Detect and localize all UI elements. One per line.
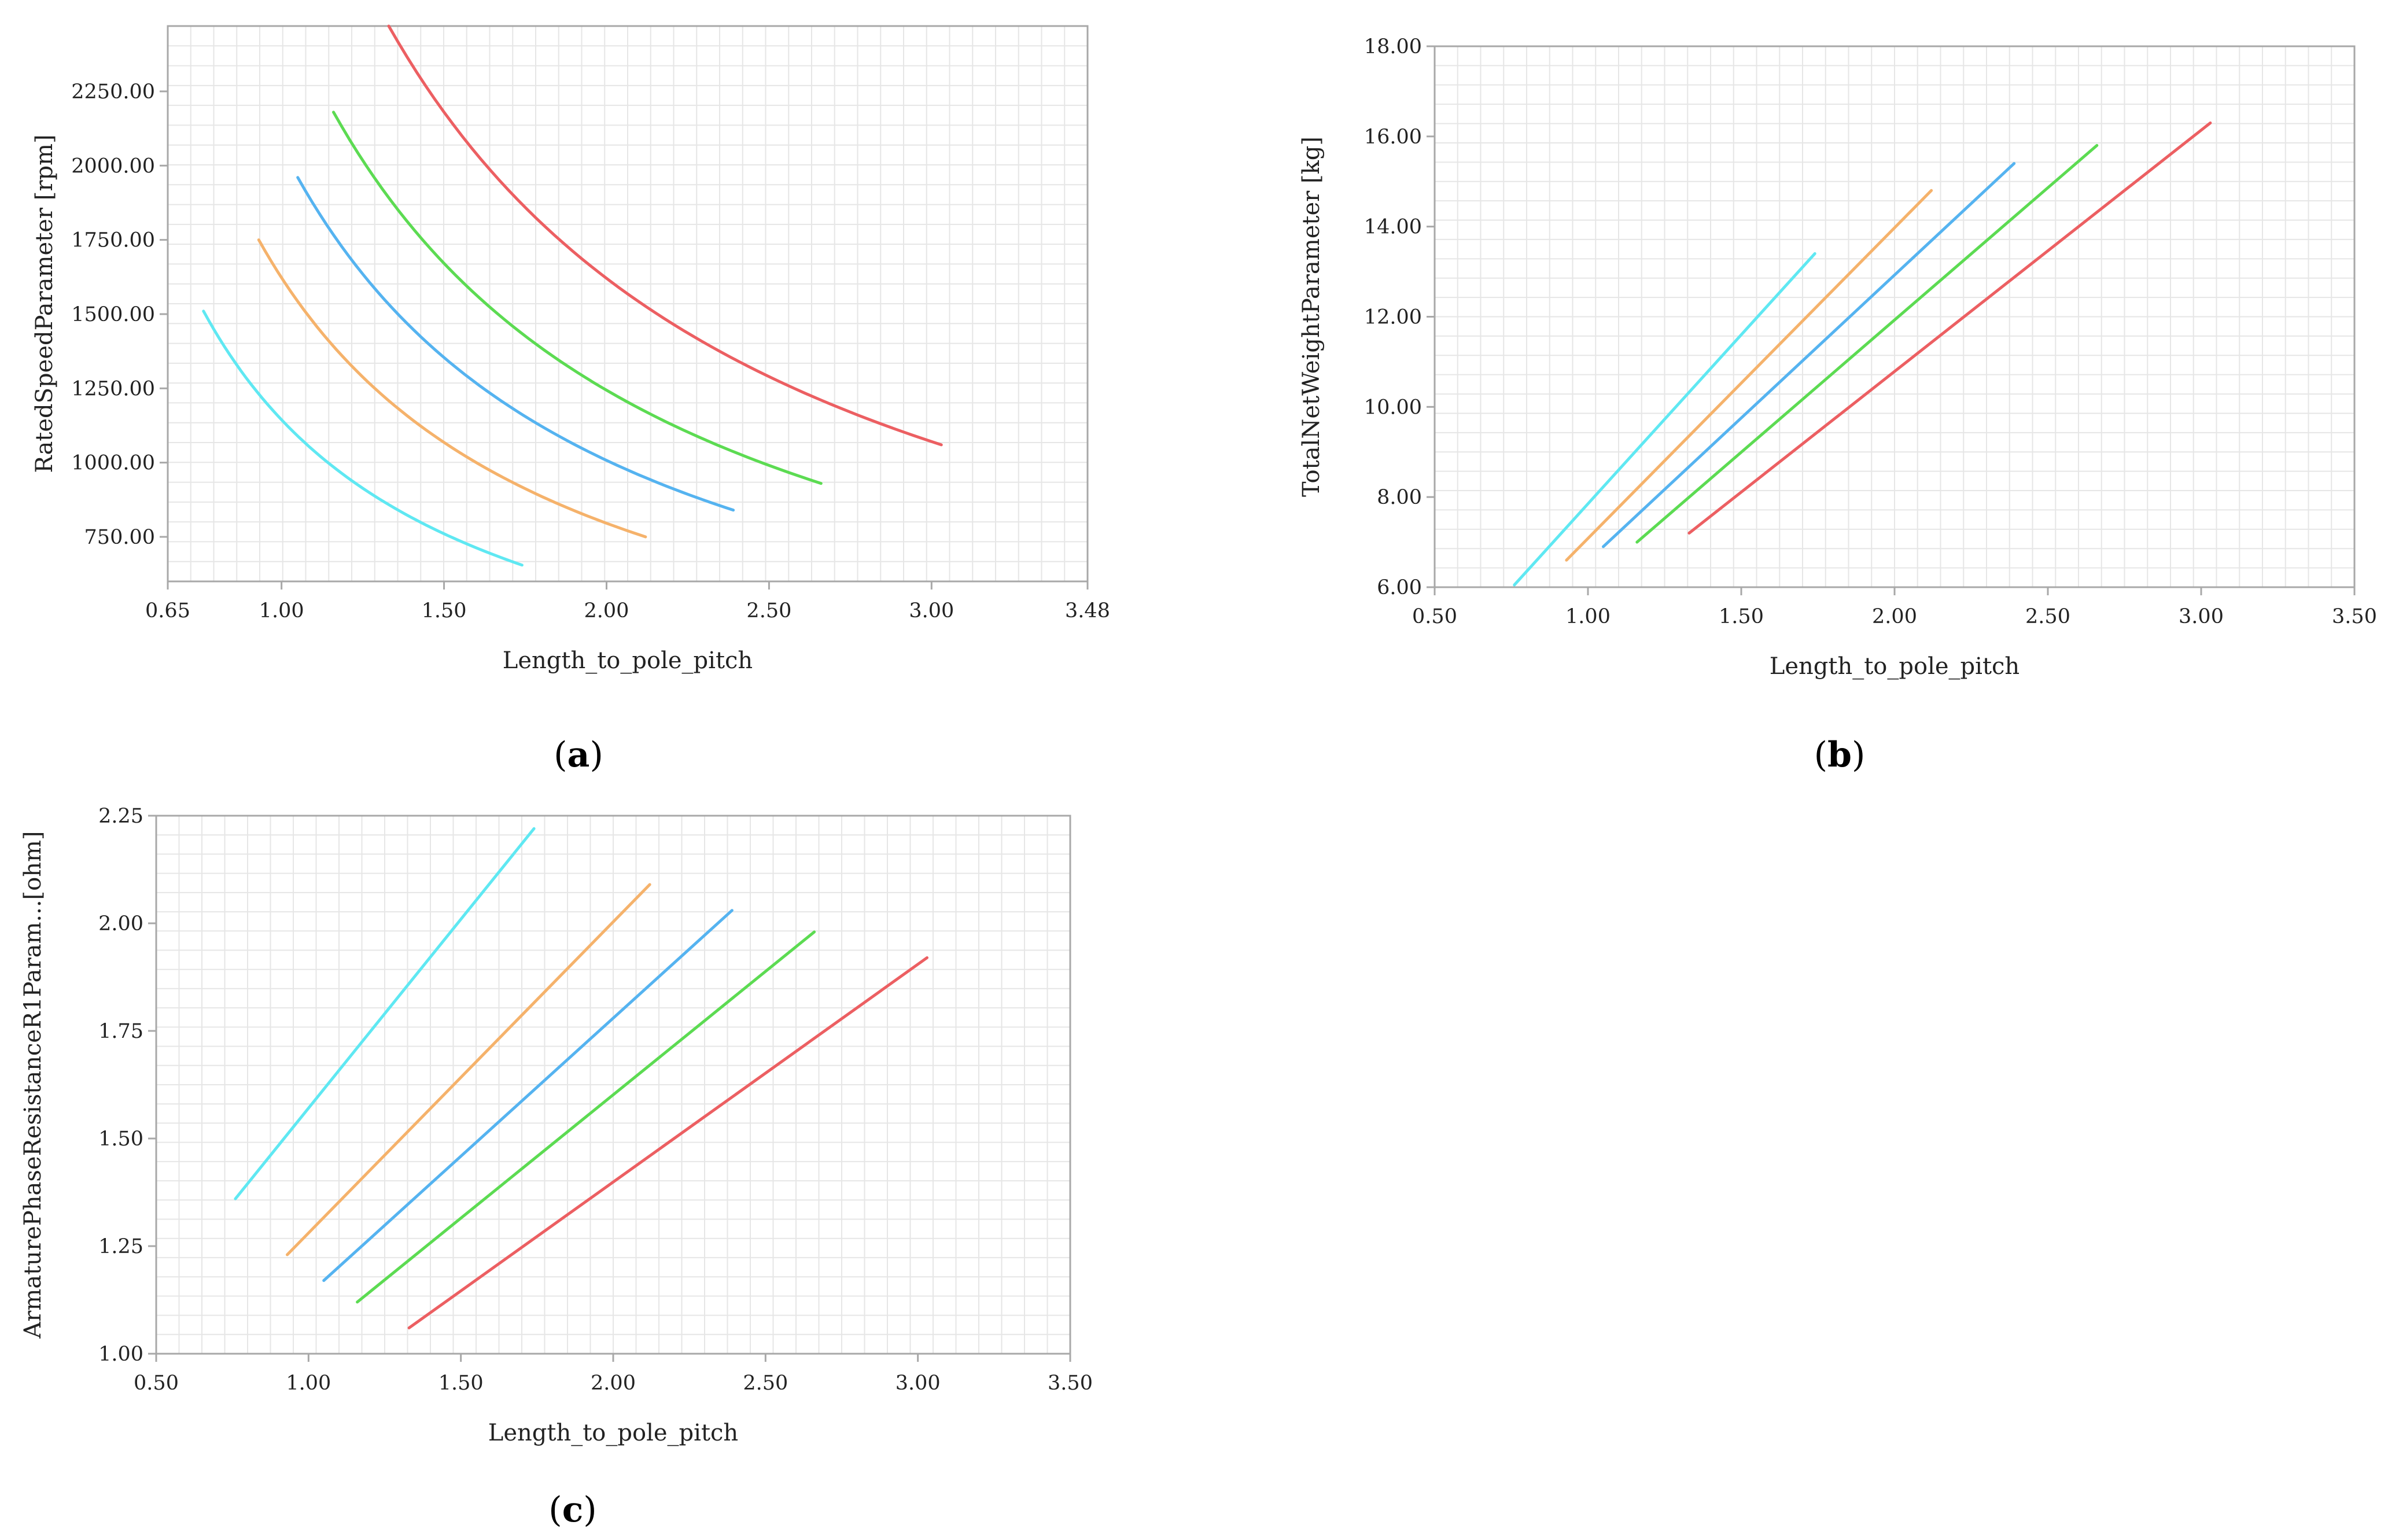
- y-tick-label: 2.25: [98, 805, 143, 828]
- series-line-1: [202, 310, 524, 567]
- y-tick-label: 2.00: [98, 912, 143, 935]
- x-tick-label: 3.50: [1048, 1372, 1093, 1395]
- x-tick-label: 2.50: [743, 1372, 788, 1395]
- y-tick-label: 1500.00: [71, 303, 155, 326]
- x-tick-label: 1.00: [286, 1372, 331, 1395]
- x-axis-title: Length_to_pole_pitch: [1770, 653, 2020, 680]
- panel-letter: a: [567, 735, 590, 775]
- y-tick-label: 1.50: [98, 1128, 143, 1151]
- y-tick-label: 1250.00: [71, 377, 155, 400]
- x-tick-label: 2.50: [2025, 605, 2070, 628]
- y-tick-label: 2000.00: [71, 154, 155, 178]
- y-tick-label: 1.25: [98, 1235, 143, 1258]
- y-tick-label: 2250.00: [71, 80, 155, 104]
- x-tick-label: 2.00: [584, 599, 629, 622]
- x-axis-title: Length_to_pole_pitch: [503, 647, 753, 674]
- x-tick-label: 3.00: [909, 599, 954, 622]
- x-tick-label: 0.50: [134, 1372, 179, 1395]
- panel-label: (b): [1814, 735, 1866, 775]
- panel-label: (a): [554, 735, 603, 775]
- series-line-3: [322, 909, 734, 1282]
- x-tick-label: 3.00: [896, 1372, 941, 1395]
- plot-frame: [167, 25, 1089, 583]
- panel-letter: b: [1827, 735, 1852, 775]
- y-tick-label: 750.00: [84, 526, 155, 549]
- x-tick-label: 1.50: [1719, 605, 1764, 628]
- chart-panel-a: 0.65 1.00 1.50 2.00 2.50 3.00 3.48 750.00 1000.0…: [31, 24, 1110, 775]
- series-line-2: [257, 238, 647, 539]
- series-line-2: [1565, 189, 1933, 562]
- series-line-4: [356, 930, 816, 1304]
- x-tick-label: 0.65: [145, 599, 190, 622]
- series-line-2: [286, 883, 651, 1257]
- y-tick-label: 10.00: [1364, 396, 1422, 419]
- series-line-4: [1635, 143, 2099, 544]
- y-tick-label: 1.00: [98, 1343, 143, 1366]
- series-line-4: [332, 110, 823, 485]
- y-axis-title: ArmaturePhaseResistanceR1Param...[ohm]: [20, 831, 46, 1339]
- x-tick-label: 2.00: [1872, 605, 1917, 628]
- x-tick-label: 3.00: [2179, 605, 2224, 628]
- x-tick-label: 1.50: [438, 1372, 484, 1395]
- series-line-5: [387, 24, 943, 447]
- series-line-5: [1687, 121, 2212, 535]
- chart-panel-c: 0.50 1.00 1.50 2.00 2.50 3.00 3.50 1.00 1.25 1.50…: [20, 805, 1093, 1530]
- grid-lines: [156, 816, 1070, 1354]
- y-tick-label: 14.00: [1364, 216, 1422, 239]
- panel-label: (c): [548, 1490, 596, 1530]
- grid-lines: [1435, 46, 2354, 587]
- y-tick-label: 1.75: [98, 1020, 143, 1043]
- x-axis-title: Length_to_pole_pitch: [488, 1420, 738, 1446]
- y-tick-label: 12.00: [1364, 306, 1422, 329]
- series-line-1: [1513, 252, 1816, 587]
- y-tick-label: 16.00: [1364, 126, 1422, 149]
- x-tick-label: 1.50: [422, 599, 467, 622]
- y-tick-label: 18.00: [1364, 35, 1422, 58]
- grid-lines: [168, 26, 1088, 581]
- y-axis-title: RatedSpeedParameter [rpm]: [31, 134, 58, 473]
- y-tick-label: 1000.00: [71, 452, 155, 475]
- chart-panel-b: 0.50 1.00 1.50 2.00 2.50 3.00 3.50 6.00 8.00 10.0…: [1298, 35, 2377, 775]
- x-tick-label: 2.50: [746, 599, 791, 622]
- series-line-1: [234, 827, 536, 1200]
- x-tick-label: 1.00: [259, 599, 304, 622]
- x-tick-label: 0.50: [1412, 605, 1457, 628]
- series-line-3: [1602, 162, 2016, 548]
- x-tick-label: 1.00: [1565, 605, 1611, 628]
- y-tick-label: 1750.00: [71, 229, 155, 252]
- y-tick-label: 8.00: [1377, 486, 1422, 509]
- x-tick-label: 3.48: [1065, 599, 1110, 622]
- panel-letter: c: [562, 1490, 584, 1530]
- y-tick-label: 6.00: [1377, 576, 1422, 599]
- x-tick-label: 2.00: [591, 1372, 636, 1395]
- series-line-5: [407, 956, 928, 1329]
- y-axis-title: TotalNetWeightParameter [kg]: [1298, 137, 1325, 497]
- x-tick-label: 3.50: [2332, 605, 2377, 628]
- series-line-3: [296, 176, 735, 512]
